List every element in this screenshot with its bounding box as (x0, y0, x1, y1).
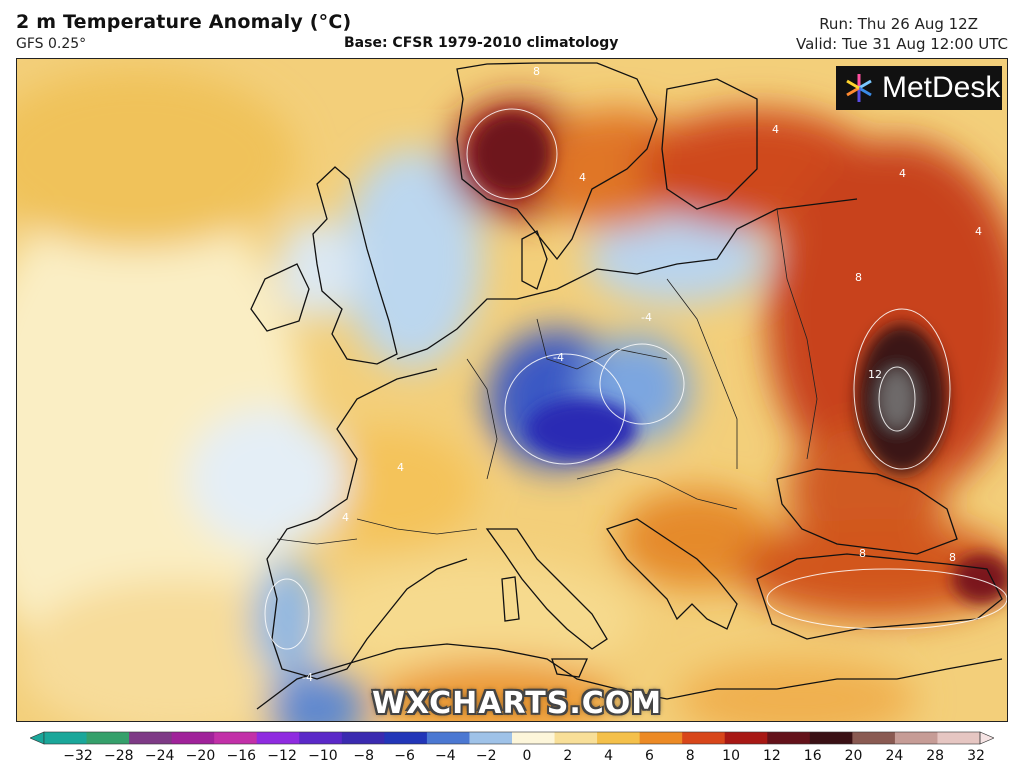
legend-swatch (639, 732, 683, 744)
legend-tick-label: 8 (685, 748, 695, 764)
legend-tick-label: 12 (762, 748, 781, 764)
legend-swatch (299, 732, 343, 744)
legend-swatch (426, 732, 470, 744)
contour-label: 8 (949, 551, 956, 564)
wxcharts-watermark: WXCHARTS.COM (372, 686, 663, 721)
legend-tick-label: 10 (722, 748, 740, 764)
legend-swatch (512, 732, 556, 744)
metdesk-flower-icon (846, 74, 872, 102)
contour-label: 12 (868, 368, 882, 381)
country-borders (276, 208, 818, 545)
legend-tick-label: −32 (63, 748, 93, 764)
legend-swatch (937, 732, 981, 744)
chart-title: 2 m Temperature Anomaly (°C) (16, 11, 352, 33)
valid-time-label: Valid: Tue 31 Aug 12:00 UTC (796, 35, 1008, 53)
legend-tick-label: 24 (885, 748, 904, 764)
run-time-label: Run: Thu 26 Aug 12Z (819, 15, 978, 33)
contour-label: 4 (397, 461, 404, 474)
legend-tick-label: −24 (144, 748, 175, 764)
legend-swatch (597, 732, 641, 744)
legend-tick-label: −10 (308, 748, 338, 764)
contour-label: 8 (533, 65, 540, 78)
legend-tick-label: −16 (226, 748, 257, 764)
climatology-base-label: Base: CFSR 1979-2010 climatology (344, 35, 619, 51)
legend-swatch (214, 732, 258, 744)
contour-label: 4 (342, 511, 349, 524)
contour-label: 4 (975, 225, 982, 238)
legend-tick-label: −4 (435, 748, 456, 764)
color-scale-bar (30, 731, 994, 745)
legend-tick-label: −12 (267, 748, 297, 764)
color-scale-ticks: −32 −28 −24 −20 −16 −12 −10 −8 −6 −4 −2 0 2 4 6 8 10 12 16… (30, 748, 994, 770)
legend-high-arrow (979, 731, 994, 745)
legend-swatch (724, 732, 768, 744)
contour-label: 4 (899, 167, 906, 180)
legend-swatch (44, 732, 88, 744)
legend-tick-label: 28 (926, 748, 945, 764)
contour-label: -4 (302, 671, 313, 684)
legend-tick-label: −2 (475, 748, 497, 764)
contour-label: -4 (553, 351, 564, 364)
legend-swatch (554, 732, 598, 744)
legend-swatch (469, 732, 513, 744)
coastlines (250, 62, 1003, 710)
contour-label: 8 (859, 547, 866, 560)
legend-frame (43, 731, 981, 745)
legend-tick-label: 2 (563, 748, 573, 764)
legend-low-arrow (30, 731, 45, 745)
legend-swatch (86, 732, 130, 744)
legend-tick-label: −6 (394, 748, 415, 764)
legend-swatch (384, 732, 428, 744)
contour-label: 4 (772, 123, 779, 136)
metdesk-logo-text: MetDesk (882, 71, 1001, 104)
legend-swatch (256, 732, 300, 744)
legend-swatch (894, 732, 938, 744)
legend-swatch (171, 732, 215, 744)
metdesk-logo: MetDesk (836, 66, 1002, 110)
legend-tick-label: 0 (522, 748, 532, 764)
contour-label: -4 (641, 311, 652, 324)
legend-swatch (809, 732, 853, 744)
contour-label: 4 (579, 171, 586, 184)
temperature-anomaly-map[interactable]: 8 4 4 4 8 12 -4 -4 4 4 8 8 4 -4 (16, 58, 1008, 722)
legend-tick-label: −28 (104, 748, 134, 764)
legend-swatch (341, 732, 385, 744)
legend-tick-label: 6 (644, 748, 654, 764)
legend-tick-label: −20 (185, 748, 216, 764)
model-label: GFS 0.25° (16, 36, 87, 52)
legend-tick-label: 20 (844, 748, 863, 764)
contour-lines (264, 108, 1007, 650)
legend-tick-label: 32 (967, 748, 985, 764)
legend-tick-label: 4 (604, 748, 614, 764)
legend-swatch (767, 732, 811, 744)
legend-swatch (682, 732, 726, 744)
legend-tick-label: 16 (803, 748, 822, 764)
legend-tick-label: −8 (353, 748, 375, 764)
legend-swatch (129, 732, 173, 744)
contour-label: 8 (855, 271, 862, 284)
legend-swatch (852, 732, 896, 744)
